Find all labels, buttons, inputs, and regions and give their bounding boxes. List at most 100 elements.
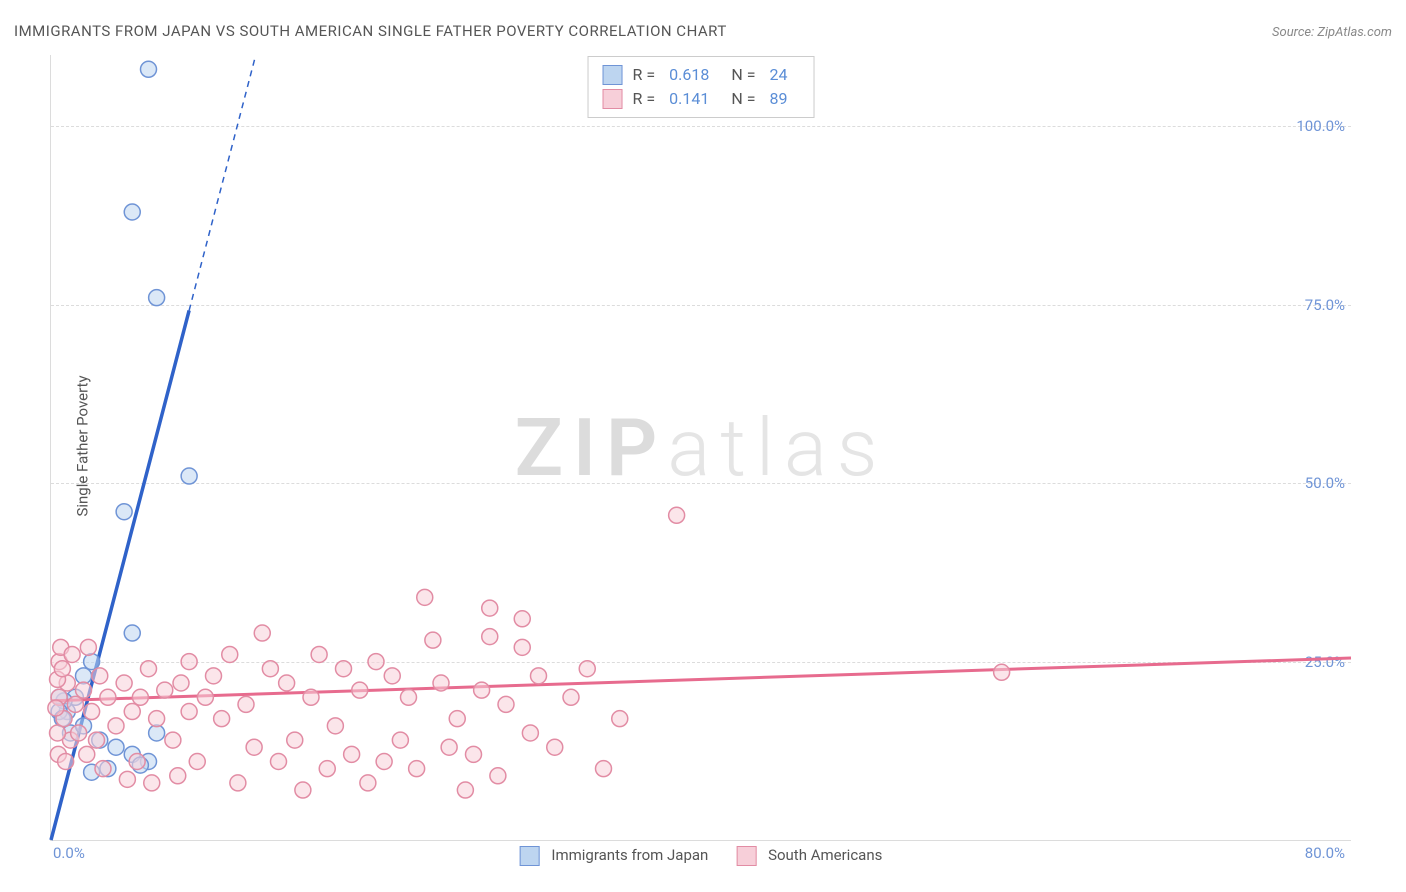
point-south_americans (303, 689, 319, 705)
point-south_americans (181, 704, 197, 720)
point-south_americans (392, 732, 408, 748)
point-south_americans (401, 689, 417, 705)
point-south_americans (230, 775, 246, 791)
source-label: Source: ZipAtlas.com (1272, 25, 1392, 40)
point-south_americans (206, 668, 222, 684)
point-south_americans (189, 754, 205, 770)
x-max-label: 80.0% (1305, 844, 1345, 862)
point-south_americans (360, 775, 376, 791)
point-south_americans (254, 625, 270, 641)
point-south_americans (482, 629, 498, 645)
point-south_americans (108, 718, 124, 734)
point-south_americans (181, 654, 197, 670)
stats-row-japan: R = 0.618 N = 24 (603, 63, 800, 87)
point-south_americans (50, 725, 66, 741)
point-south_americans (474, 682, 490, 698)
point-south_americans (352, 682, 368, 698)
point-south_americans (124, 704, 140, 720)
point-south_americans (170, 768, 186, 784)
point-south_americans (376, 754, 392, 770)
point-south_americans (522, 725, 538, 741)
point-south_americans (384, 668, 400, 684)
series-legend: Immigrants from Japan South Americans (520, 846, 883, 866)
point-south_americans (238, 696, 254, 712)
point-south_americans (76, 682, 92, 698)
point-south_americans (498, 696, 514, 712)
point-south_americans (344, 746, 360, 762)
point-japan (84, 654, 100, 670)
point-south_americans (409, 761, 425, 777)
swatch-south-am (603, 89, 623, 109)
legend-south-am: South Americans (736, 846, 882, 866)
point-south_americans (197, 689, 213, 705)
point-south_americans (246, 739, 262, 755)
point-south_americans (214, 711, 230, 727)
point-south_americans (417, 589, 433, 605)
point-south_americans (279, 675, 295, 691)
point-south_americans (80, 639, 96, 655)
point-south_americans (262, 661, 278, 677)
point-south_americans (173, 675, 189, 691)
point-south_americans (129, 754, 145, 770)
point-south_americans (165, 732, 181, 748)
point-south_americans (368, 654, 384, 670)
trend-line-south_americans (51, 658, 1351, 701)
point-south_americans (58, 754, 74, 770)
point-japan (141, 61, 157, 77)
point-south_americans (119, 771, 135, 787)
point-south_americans (100, 689, 116, 705)
stats-row-south-am: R = 0.141 N = 89 (603, 87, 800, 111)
point-south_americans (433, 675, 449, 691)
point-south_americans (579, 661, 595, 677)
chart-svg (51, 55, 1351, 840)
point-south_americans (612, 711, 628, 727)
point-south_americans (48, 700, 64, 716)
point-japan (181, 468, 197, 484)
point-south_americans (116, 675, 132, 691)
point-south_americans (490, 768, 506, 784)
point-south_americans (994, 664, 1010, 680)
point-south_americans (95, 761, 111, 777)
point-south_americans (441, 739, 457, 755)
point-south_americans (449, 711, 465, 727)
point-south_americans (514, 611, 530, 627)
point-japan (124, 204, 140, 220)
point-south_americans (311, 646, 327, 662)
point-south_americans (531, 668, 547, 684)
trend-line-japan-extended (189, 55, 256, 310)
point-south_americans (596, 761, 612, 777)
point-south_americans (157, 682, 173, 698)
point-south_americans (466, 746, 482, 762)
point-south_americans (563, 689, 579, 705)
point-japan (116, 504, 132, 520)
point-south_americans (141, 661, 157, 677)
point-south_americans (669, 507, 685, 523)
swatch-japan (603, 65, 623, 85)
point-south_americans (67, 696, 83, 712)
point-south_americans (514, 639, 530, 655)
point-south_americans (295, 782, 311, 798)
point-japan (108, 739, 124, 755)
point-japan (149, 290, 165, 306)
point-south_americans (222, 646, 238, 662)
point-south_americans (271, 754, 287, 770)
point-south_americans (71, 725, 87, 741)
point-south_americans (547, 739, 563, 755)
point-south_americans (287, 732, 303, 748)
point-south_americans (79, 746, 95, 762)
point-south_americans (327, 718, 343, 734)
point-south_americans (482, 600, 498, 616)
point-south_americans (149, 711, 165, 727)
point-japan (124, 625, 140, 641)
point-south_americans (319, 761, 335, 777)
point-south_americans (64, 646, 80, 662)
chart-title: IMMIGRANTS FROM JAPAN VS SOUTH AMERICAN … (14, 22, 727, 40)
x-min-label: 0.0% (53, 844, 85, 862)
point-south_americans (425, 632, 441, 648)
point-south_americans (457, 782, 473, 798)
point-south_americans (144, 775, 160, 791)
plot-area: 25.0%50.0%75.0%100.0% ZIPatlas R = 0.618… (50, 55, 1351, 841)
point-south_americans (92, 668, 108, 684)
point-south_americans (132, 689, 148, 705)
point-south_americans (54, 661, 70, 677)
